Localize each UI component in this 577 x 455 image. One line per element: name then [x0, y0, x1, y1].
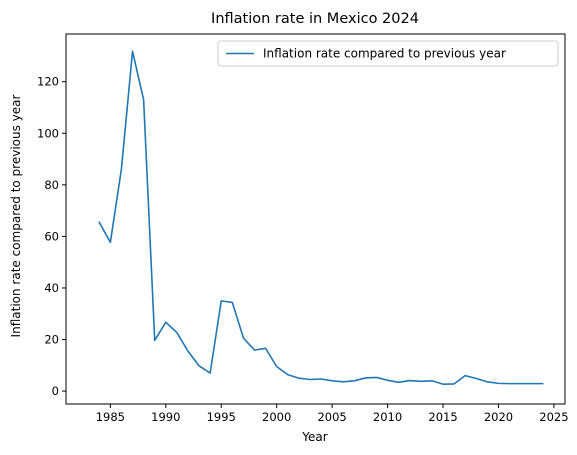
y-tick-label: 0	[52, 384, 59, 398]
x-tick-label: 1995	[207, 410, 236, 424]
x-tick-label: 2020	[484, 410, 513, 424]
legend-box	[217, 40, 559, 67]
y-tick-label: 100	[37, 126, 59, 140]
chart-title: Inflation rate in Mexico 2024	[211, 11, 419, 27]
x-axis: 1985 1990 1995 2000 2005 2010 2015 2020 2025	[96, 404, 569, 424]
x-tick-label: 1990	[151, 410, 180, 424]
x-tick-label: 1985	[96, 410, 125, 424]
series-line	[98, 50, 544, 385]
y-tick-label: 120	[37, 75, 59, 89]
y-axis-label: Inflation rate compared to previous year	[9, 94, 23, 337]
x-tick-label: 2025	[539, 410, 568, 424]
y-tick-label: 80	[44, 178, 59, 192]
y-tick-label: 60	[44, 229, 59, 243]
legend-entry: Inflation rate compared to previous year	[263, 47, 506, 61]
series-layer	[98, 50, 544, 385]
y-axis: 0 20 40 60 80 100 120	[37, 75, 66, 398]
x-tick-label: 2010	[373, 410, 402, 424]
x-tick-label: 2000	[262, 410, 291, 424]
plot-frame	[65, 33, 566, 405]
legend: Inflation rate compared to previous year	[217, 40, 559, 67]
y-tick-label: 40	[44, 281, 59, 295]
x-tick-label: 2005	[317, 410, 346, 424]
x-tick-label: 2015	[428, 410, 457, 424]
plot-area	[65, 33, 566, 405]
y-tick-label: 20	[44, 333, 59, 347]
x-axis-label: Year	[301, 430, 327, 444]
